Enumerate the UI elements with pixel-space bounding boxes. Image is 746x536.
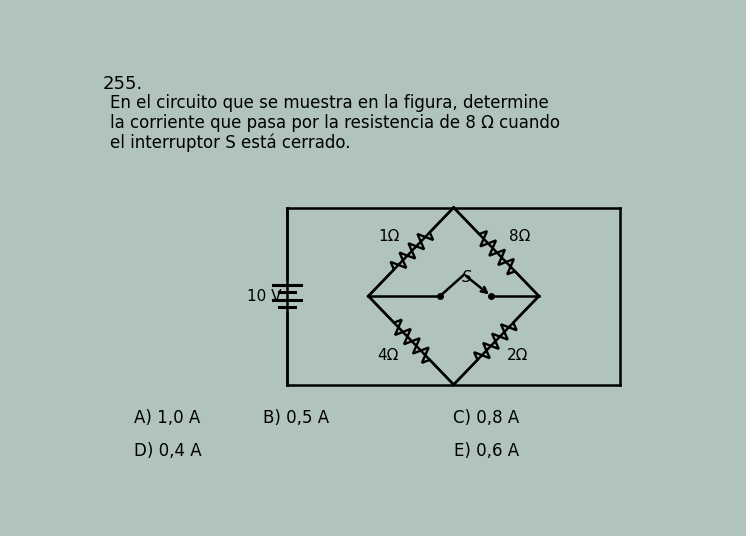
Text: 8Ω: 8Ω: [509, 229, 530, 244]
Text: la corriente que pasa por la resistencia de 8 Ω cuando: la corriente que pasa por la resistencia…: [110, 114, 560, 132]
Text: A) 1,0 A: A) 1,0 A: [134, 409, 200, 427]
Text: B) 0,5 A: B) 0,5 A: [263, 409, 329, 427]
Text: 2Ω: 2Ω: [507, 348, 529, 363]
Text: 1Ω: 1Ω: [379, 229, 400, 244]
Text: 255.: 255.: [102, 75, 142, 93]
Text: el interruptor S está cerrado.: el interruptor S está cerrado.: [110, 133, 351, 152]
Text: 4Ω: 4Ω: [377, 348, 398, 363]
Text: 10 V: 10 V: [247, 288, 281, 303]
Text: D) 0,4 A: D) 0,4 A: [134, 442, 201, 460]
Text: En el circuito que se muestra en la figura, determine: En el circuito que se muestra en la figu…: [110, 94, 549, 111]
Text: E) 0,6 A: E) 0,6 A: [454, 442, 519, 460]
Text: C) 0,8 A: C) 0,8 A: [454, 409, 519, 427]
Text: S: S: [462, 270, 471, 285]
